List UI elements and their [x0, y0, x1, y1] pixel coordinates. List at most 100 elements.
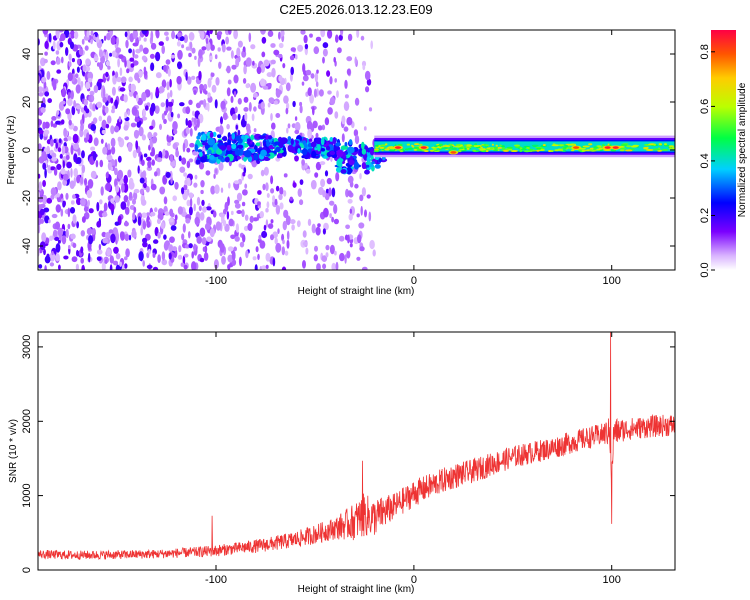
heatmap-speckle — [69, 180, 75, 189]
heatmap-speckle — [199, 212, 205, 221]
heatmap-cluster — [268, 135, 273, 140]
heatmap-speckle — [167, 68, 171, 77]
heatmap-speckle — [211, 84, 217, 93]
heatmap-speckle — [95, 160, 99, 168]
heatmap-speckle — [44, 265, 47, 270]
heatmap-speckle — [315, 132, 319, 139]
heatmap-speckle — [314, 245, 318, 252]
heatmap-band-texture — [536, 149, 540, 152]
heatmap-speckle — [161, 45, 165, 54]
heatmap-speckle — [51, 152, 57, 159]
heatmap-speckle — [57, 181, 62, 191]
heatmap-speckle — [49, 166, 56, 171]
heatmap-speckle — [278, 75, 283, 82]
heatmap-speckle — [226, 123, 230, 130]
colorbar-tick-label: 0.8 — [699, 44, 711, 59]
heatmap-speckle — [96, 201, 100, 212]
heatmap-band-texture — [493, 146, 499, 149]
heatmap-band-texture — [441, 147, 449, 150]
heatmap-speckle — [310, 179, 317, 190]
heatmap-speckle — [81, 38, 85, 45]
heatmap-speckle — [130, 122, 137, 128]
heatmap-speckle — [356, 30, 360, 38]
heatmap-speckle — [155, 30, 160, 39]
heatmap-speckle — [170, 225, 177, 231]
heatmap-speckle — [67, 98, 73, 107]
x-tick-label: 100 — [603, 275, 621, 287]
heatmap-speckle — [220, 187, 224, 193]
heatmap-speckle — [267, 82, 272, 88]
heatmap-speckle — [119, 87, 126, 92]
heatmap-speckle — [326, 177, 332, 185]
heatmap-speckle — [336, 90, 339, 98]
heatmap-speckle — [260, 101, 265, 110]
heatmap-speckle — [134, 116, 140, 123]
heatmap-speckle — [90, 124, 97, 131]
heatmap-speckle — [254, 264, 258, 270]
heatmap-speckle — [62, 160, 65, 169]
heatmap-speckle — [124, 233, 130, 242]
heatmap-speckle — [108, 229, 114, 234]
heatmap-speckle — [86, 227, 93, 236]
heatmap-speckle — [267, 223, 274, 229]
heatmap-speckle — [114, 195, 120, 203]
heatmap-speckle — [215, 77, 220, 86]
heatmap-band-texture — [593, 146, 598, 149]
heatmap-speckle — [295, 54, 298, 60]
heatmap-speckle — [123, 174, 128, 185]
heatmap-speckle — [177, 206, 183, 215]
heatmap-band-texture — [582, 145, 590, 148]
heatmap-speckle — [129, 57, 135, 62]
heatmap-speckle — [189, 197, 193, 208]
heatmap-speckle — [360, 205, 363, 216]
heatmap-speckle — [111, 50, 117, 58]
heatmap-speckle — [282, 63, 286, 69]
heatmap-speckle — [329, 96, 336, 106]
heatmap-speckle — [304, 162, 308, 169]
heatmap-cluster — [314, 147, 318, 151]
heatmap-speckle — [327, 90, 332, 95]
heatmap-speckle — [114, 125, 120, 133]
heatmap-speckle — [168, 252, 172, 260]
heatmap-speckle — [204, 90, 208, 95]
heatmap-speckle — [81, 150, 85, 159]
heatmap-speckle — [346, 68, 351, 76]
heatmap-speckle — [182, 255, 186, 266]
heatmap-speckle — [333, 56, 337, 63]
heatmap-speckle — [114, 221, 120, 226]
heatmap-speckle — [315, 161, 322, 171]
heatmap-speckle — [80, 107, 85, 113]
spectrogram-panel: -100 0 100 -40 -20 0 20 40 Height of straight … — [6, 29, 676, 297]
heatmap-band-texture — [466, 144, 472, 147]
heatmap-band-texture — [571, 149, 575, 152]
heatmap-speckle — [75, 105, 82, 110]
heatmap-speckle — [105, 182, 112, 192]
heatmap-speckle — [275, 88, 281, 98]
heatmap-speckle — [307, 218, 312, 226]
heatmap-band-texture — [387, 146, 394, 149]
heatmap-speckle — [97, 78, 104, 83]
heatmap-speckle — [248, 102, 252, 112]
heatmap-speckle — [70, 168, 73, 178]
heatmap-speckle — [39, 132, 44, 140]
heatmap-speckle — [218, 125, 224, 136]
heatmap-speckle — [309, 94, 314, 104]
heatmap-speckle — [219, 213, 226, 218]
heatmap-speckle — [221, 43, 226, 53]
heatmap-speckle — [227, 264, 231, 270]
heatmap-speckle — [110, 233, 116, 244]
heatmap-cluster — [260, 149, 267, 157]
heatmap-speckle — [155, 51, 161, 62]
heatmap-band-texture — [661, 148, 669, 151]
heatmap-speckle — [165, 171, 171, 178]
heatmap-cluster — [194, 144, 199, 152]
heatmap-speckle — [193, 117, 197, 126]
heatmap-band-texture — [568, 147, 572, 150]
heatmap-speckle — [270, 188, 275, 194]
heatmap-speckle — [292, 100, 296, 108]
heatmap-speckle — [257, 253, 260, 260]
heatmap-band-texture — [664, 143, 667, 146]
heatmap-speckle — [244, 183, 248, 189]
heatmap-cluster — [253, 152, 259, 161]
heatmap-speckle — [65, 154, 70, 160]
